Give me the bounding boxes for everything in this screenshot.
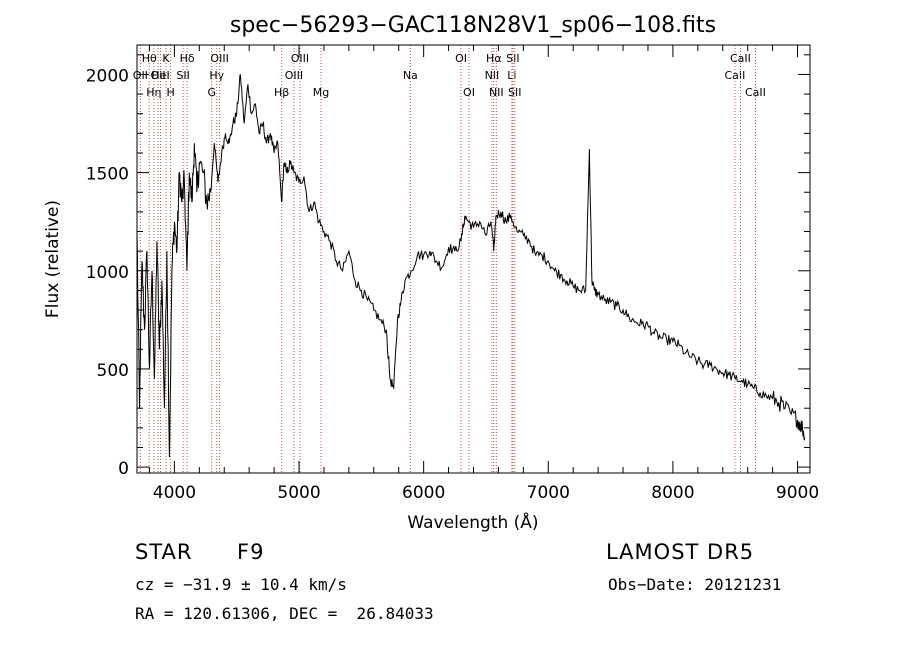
line-label-17: OI xyxy=(455,52,467,65)
line-label-13: OIII xyxy=(285,69,303,82)
emission-line-markers: OIIHθHηOIIHeIKHSIIHδGHγOIIIHβOIIIOIIIMgN… xyxy=(133,45,766,473)
line-label-21: NII xyxy=(489,86,504,99)
line-label-0: OII xyxy=(133,69,148,82)
line-label-24: SII xyxy=(508,86,521,99)
line-label-1: Hθ xyxy=(142,52,157,65)
chart-title: spec−56293−GAC118N28V1_sp06−108.fits xyxy=(230,13,716,38)
line-label-20: Hα xyxy=(486,52,502,65)
line-label-7: SII xyxy=(176,69,189,82)
line-label-6: H xyxy=(167,86,175,99)
x-tick-label-2: 6000 xyxy=(402,483,445,503)
y-tick-label-1: 500 xyxy=(97,361,129,381)
y-axis-label: Flux (relative) xyxy=(43,200,63,318)
line-label-18: OI xyxy=(463,86,475,99)
survey-name: LAMOST DR5 xyxy=(606,540,755,564)
x-tick-label-3: 7000 xyxy=(527,483,570,503)
line-label-23: SII xyxy=(506,52,519,65)
plot-frame xyxy=(136,44,811,474)
line-label-16: Na xyxy=(403,69,418,82)
x-tick-label-0: 4000 xyxy=(153,483,196,503)
coordinates: RA = 120.61306, DEC = 26.84033 xyxy=(135,604,434,623)
axis-ticks: 4000 5000 6000 7000 8000 9000 0 500 1000 1500 2000 xyxy=(86,45,819,503)
x-tick-label-1: 5000 xyxy=(277,483,320,503)
y-tick-label-2: 1000 xyxy=(86,263,129,283)
y-tick-label-0: 0 xyxy=(118,459,129,479)
line-label-26: CaII xyxy=(730,52,751,65)
line-label-27: CaII xyxy=(745,86,766,99)
line-label-12: Hβ xyxy=(274,86,289,99)
line-label-3: OII xyxy=(150,69,165,82)
object-class: STAR xyxy=(135,540,193,564)
line-label-25: CaII xyxy=(725,69,746,82)
line-label-11: OIII xyxy=(210,52,228,65)
x-tick-label-5: 9000 xyxy=(776,483,819,503)
obs-date: Obs−Date: 20121231 xyxy=(608,575,782,594)
object-subclass: F9 xyxy=(237,540,265,564)
line-label-2: Hη xyxy=(146,86,161,99)
spectrum-line xyxy=(136,74,806,458)
line-label-4: HeI xyxy=(151,69,169,82)
velocity-readout: cz = −31.9 ± 10.4 km/s xyxy=(135,575,347,594)
line-label-5: K xyxy=(162,52,170,65)
x-axis-label: Wavelength (Å) xyxy=(407,511,538,533)
line-label-22: Li xyxy=(507,69,516,82)
line-label-8: Hδ xyxy=(180,52,195,65)
line-label-15: Mg xyxy=(313,86,329,99)
y-tick-label-4: 2000 xyxy=(86,66,129,86)
line-label-14: OIII xyxy=(291,52,309,65)
line-label-10: Hγ xyxy=(209,69,224,82)
line-label-9: G xyxy=(208,86,217,99)
spectrum-series xyxy=(136,74,806,458)
y-tick-label-3: 1500 xyxy=(86,165,129,185)
x-tick-label-4: 8000 xyxy=(651,483,694,503)
line-label-19: NII xyxy=(485,69,500,82)
